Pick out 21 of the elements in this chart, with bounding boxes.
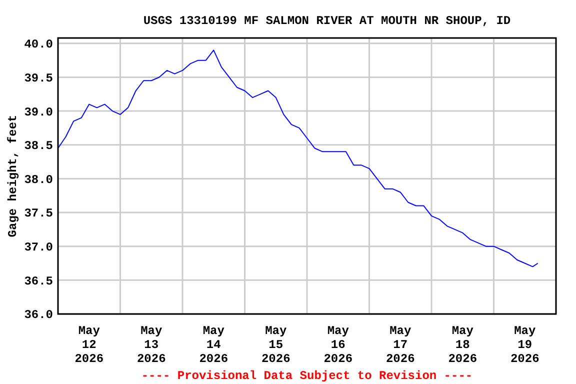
y-tick-label: 38.0: [24, 172, 53, 187]
y-tick-label: 37.0: [24, 240, 53, 255]
x-tick-label: May 19 2026: [510, 324, 540, 366]
y-tick-label: 40.0: [24, 38, 53, 52]
line-series: [58, 50, 538, 268]
y-tick-label: 36.5: [24, 274, 53, 288]
text: ---- Provisional Data Subject to Revision ----: [141, 369, 473, 383]
x-tick-label: May 16 2026: [324, 324, 353, 366]
x-tick-label: May 17 2026: [386, 324, 415, 366]
x-tick-label: May 12 2026: [74, 324, 104, 366]
y-axis-title: Gage height, feet: [6, 114, 20, 238]
y-tick-label: 39.5: [24, 71, 53, 86]
y-tick-label: 37.5: [24, 206, 53, 221]
y-tick-label: 38.5: [24, 139, 53, 154]
x-tick-label: May 13 2026: [136, 324, 166, 366]
x-tick-label: May 18 2026: [448, 324, 478, 366]
x-tick-label: May 15 2026: [261, 324, 290, 366]
y-tick-label: 39.0: [24, 105, 53, 120]
chart-title: USGS 13310199 MF SALMON RIVER AT MOUTH NR SHOUP, ID: [143, 14, 511, 28]
y-tick-label: 36.0: [24, 308, 53, 322]
x-tick-label: May 14 2026: [199, 324, 228, 366]
